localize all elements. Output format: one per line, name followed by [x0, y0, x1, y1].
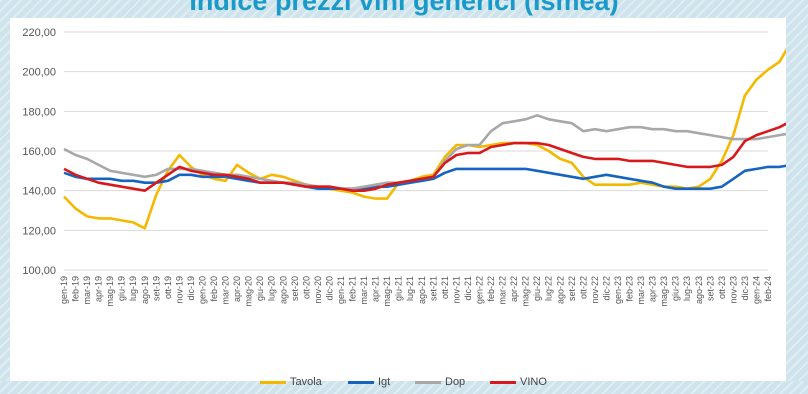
series-line-tavola — [63, 48, 786, 230]
x-tick-label: mag-19 — [105, 276, 115, 307]
chart-title: Indice prezzi vini generici (Ismea) — [189, 0, 619, 16]
series-lines — [63, 48, 786, 230]
x-tick-label: apr-19 — [94, 276, 104, 302]
x-tick-label: giu-23 — [671, 276, 681, 301]
x-tick-label: mar-23 — [636, 276, 646, 305]
legend-label: Tavola — [290, 376, 322, 388]
x-tick-label: giu-19 — [117, 276, 127, 301]
x-tick-label: apr-22 — [509, 276, 519, 302]
legend-swatch — [260, 380, 286, 384]
x-tick-label: nov-19 — [174, 276, 184, 304]
y-tick-label: 140,00 — [22, 186, 56, 198]
legend: Tavola Igt Dop VINO — [10, 376, 786, 394]
series-line-vino — [63, 122, 786, 192]
legend-label: VINO — [520, 376, 547, 388]
x-tick-label: set-19 — [151, 276, 161, 301]
legend-swatch — [490, 380, 516, 384]
legend-swatch — [415, 380, 441, 384]
x-tick-label: mar-22 — [498, 276, 508, 305]
x-tick-label: lug-20 — [267, 276, 277, 301]
chart-panel: 100,00 120,00 140,00 160,00 180,00 200,00 220,… — [10, 18, 786, 388]
x-tick-label: ago-19 — [140, 276, 150, 304]
x-tick-label: ago-20 — [278, 276, 288, 304]
x-tick-label: mag-22 — [521, 276, 531, 307]
y-tick-label: 100,00 — [22, 265, 56, 277]
x-tick-label: lug-19 — [128, 276, 138, 301]
x-tick-label: mag-20 — [244, 276, 254, 307]
x-tick-label: ago-22 — [555, 276, 565, 304]
x-tick-label: dic-20 — [324, 276, 334, 301]
y-tick-label: 220,00 — [22, 27, 56, 39]
x-tick-label: ago-23 — [694, 276, 704, 304]
x-tick-label: feb-22 — [486, 276, 496, 302]
x-tick-label: mar-21 — [359, 276, 369, 305]
x-tick-label: set-22 — [567, 276, 577, 301]
x-tick-label: ott-20 — [301, 276, 311, 299]
x-tick-label: mar-20 — [221, 276, 231, 305]
x-tick-label: dic-19 — [186, 276, 196, 301]
x-tick-label: gen-21 — [336, 276, 346, 304]
legend-label: Dop — [445, 376, 466, 388]
x-tick-label: nov-23 — [728, 276, 738, 304]
x-tick-label: dic-23 — [740, 276, 750, 301]
x-tick-label: mag-23 — [659, 276, 669, 307]
x-tick-label: gen-19 — [59, 276, 69, 304]
x-tick-label: nov-21 — [451, 276, 461, 304]
x-tick-label: ott-21 — [440, 276, 450, 299]
x-tick-label: dic-22 — [601, 276, 611, 301]
legend-item-tavola: Tavola — [260, 376, 322, 390]
x-tick-label: nov-22 — [590, 276, 600, 304]
x-tick-label: feb-19 — [71, 276, 81, 302]
legend-item-vino: VINO — [490, 376, 547, 390]
x-tick-label: apr-20 — [232, 276, 242, 302]
y-tick-label: 200,00 — [22, 67, 56, 79]
legend-item-igt: Igt — [348, 376, 390, 390]
legend-label: Igt — [378, 376, 391, 388]
gridlines — [64, 31, 768, 271]
x-tick-label: gen-23 — [613, 276, 623, 304]
x-tick-label: feb-23 — [625, 276, 635, 302]
x-tick-label: giu-21 — [394, 276, 404, 301]
x-tick-label: nov-20 — [313, 276, 323, 304]
y-tick-label: 120,00 — [22, 225, 56, 237]
x-tick-label: set-20 — [290, 276, 300, 301]
x-axis-ticks: gen-19 feb-19 mar-19 apr-19 mag-19 giu-19 lug-… — [59, 276, 773, 307]
x-tick-label: dic-21 — [463, 276, 473, 301]
y-tick-label: 180,00 — [22, 106, 56, 118]
x-tick-label: lug-21 — [405, 276, 415, 301]
x-tick-label: giu-20 — [255, 276, 265, 301]
chart-title-strip: Indice prezzi vini generici (Ismea) — [0, 0, 808, 18]
x-tick-label: gen-20 — [197, 276, 207, 304]
y-axis-ticks: 100,00 120,00 140,00 160,00 180,00 200,00 220,… — [22, 27, 56, 277]
x-tick-label: set-21 — [428, 276, 438, 301]
legend-swatch — [348, 380, 374, 384]
x-tick-label: gen-24 — [751, 276, 761, 304]
y-tick-label: 160,00 — [22, 146, 56, 158]
x-tick-label: feb-21 — [348, 276, 358, 302]
line-chart: 100,00 120,00 140,00 160,00 180,00 200,00 220,… — [22, 27, 786, 307]
x-tick-label: ago-21 — [417, 276, 427, 304]
x-tick-label: mar-19 — [82, 276, 92, 305]
x-tick-label: apr-21 — [371, 276, 381, 302]
x-tick-label: ott-23 — [717, 276, 727, 299]
x-tick-label: lug-23 — [682, 276, 692, 301]
x-tick-label: giu-22 — [532, 276, 542, 301]
x-tick-label: ott-19 — [163, 276, 173, 299]
x-tick-label: mag-21 — [382, 276, 392, 307]
legend-item-dop: Dop — [415, 376, 465, 390]
x-tick-label: feb-20 — [209, 276, 219, 302]
x-tick-label: lug-22 — [544, 276, 554, 301]
x-tick-label: feb-24 — [763, 276, 773, 302]
x-tick-label: apr-23 — [648, 276, 658, 302]
series-line-igt — [63, 164, 786, 190]
x-tick-label: set-23 — [705, 276, 715, 301]
x-tick-label: ott-22 — [578, 276, 588, 299]
x-tick-label: gen-22 — [474, 276, 484, 304]
